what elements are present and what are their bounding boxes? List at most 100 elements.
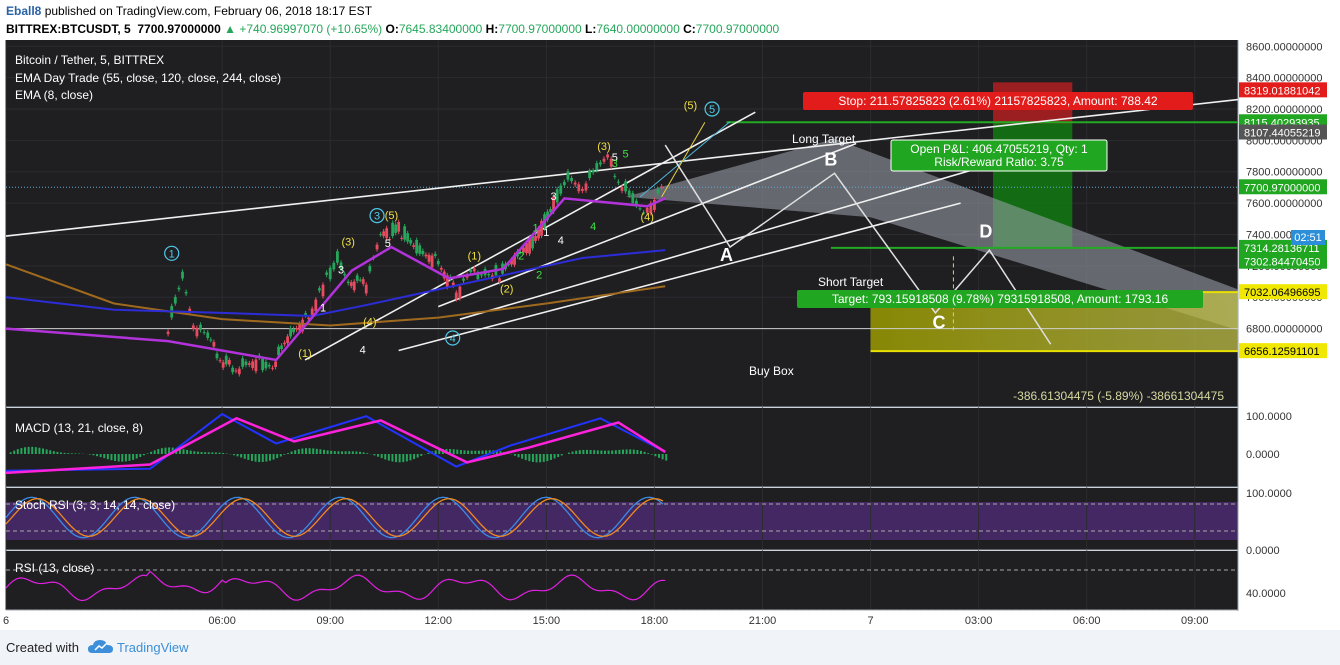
candle-body: [510, 259, 513, 265]
short-target-label: Short Target: [818, 275, 884, 289]
macd-hist-bar: [110, 454, 113, 461]
macd-hist-bar: [611, 450, 614, 454]
macd-hist-bar: [250, 454, 253, 461]
macd-hist-bar: [470, 450, 473, 454]
wave-labels: 1345(1)(3)(4)(5)(1)(2)(3)(4)(5)134531451…: [164, 100, 720, 360]
candle-body: [283, 342, 286, 345]
trend-line: [398, 202, 961, 352]
macd-hist-bar: [391, 454, 394, 462]
candle-body: [656, 189, 660, 194]
candle-body: [522, 247, 525, 253]
candle-body: [355, 275, 359, 281]
macd-hist-bar: [294, 450, 297, 454]
macd-hist-bar: [74, 453, 77, 454]
candle-body: [638, 208, 642, 210]
candle-body: [573, 182, 577, 185]
macd-hist-bar: [63, 452, 66, 454]
price-tick-label: 7800.00000000: [1246, 167, 1322, 179]
wave-label: 4: [558, 235, 564, 247]
candle-body: [184, 291, 188, 294]
macd-hist-bar: [449, 449, 452, 454]
time-tick-label: 18:00: [641, 615, 669, 627]
candle-body: [424, 254, 428, 257]
price-label-bg: [1239, 82, 1327, 98]
macd-hist-bar: [531, 454, 534, 462]
candle-body: [202, 332, 206, 334]
candle-body: [241, 358, 245, 367]
pnl-box-bg: [890, 139, 1108, 172]
candle-body: [645, 207, 649, 213]
wave-label: 5: [385, 238, 391, 250]
candle-body: [336, 251, 339, 263]
macd-hist-bar: [661, 454, 664, 460]
tradingview-cloud-icon: [88, 640, 113, 653]
macd-hist-bar: [395, 454, 398, 463]
abcd-letter-d: D: [979, 222, 992, 242]
time-scale[interactable]: 6 06:00 09:00 12:00 15:00 18:00 21:00 7 03:00 06:…: [0, 611, 1340, 630]
macd-hist-bar: [647, 453, 650, 454]
trend-line: [437, 142, 857, 308]
macd-hist-bar: [413, 454, 416, 460]
price-tick-label: 8400.00000000: [1246, 73, 1322, 85]
candle-body: [349, 282, 353, 286]
price-tick-label: 8600.00000000: [1246, 41, 1322, 53]
rsi-line: [5, 570, 666, 602]
macd-hist-bar: [319, 449, 322, 454]
chart-area[interactable]: A B C D 1 3 4 5 (1) (3) (4) (5) (1) (2) (3) (4) (5) 1 3 4 5…: [0, 40, 1340, 630]
pnl-line2: Risk/Reward Ratio: 3.75: [934, 155, 1064, 169]
up-arrow-icon: ▲: [224, 22, 236, 36]
candle-body: [451, 282, 455, 286]
publish-line: Eball8 published on TradingView.com, Feb…: [6, 4, 372, 18]
macd-hist-bar: [654, 454, 657, 457]
macd-hist-bar: [160, 448, 163, 454]
macd-hist-bar: [268, 454, 271, 461]
pane-tick-label: 40.0000: [1246, 588, 1286, 600]
wave-label: (3): [597, 141, 610, 153]
candle-body: [462, 278, 465, 281]
macd-hist-bar: [560, 454, 563, 456]
candle-body: [304, 313, 307, 316]
price-tick-label: 8200.00000000: [1246, 104, 1322, 116]
price-label: 7314.28136711: [1244, 243, 1320, 255]
macd-hist-bar: [513, 454, 516, 456]
price-label-bg: [1239, 284, 1327, 300]
candle-body: [224, 355, 228, 365]
candle-body: [173, 296, 177, 304]
macd-hist-bar: [463, 450, 466, 454]
macd-hist-bar: [139, 454, 142, 457]
macd-pane: [5, 412, 668, 475]
target-box: Target: 793.15918508 (9.78%) 79315918508…: [832, 292, 1169, 306]
time-tick-label: 21:00: [749, 615, 777, 627]
candle-body: [195, 327, 199, 337]
macd-hist-bar: [265, 454, 268, 462]
macd-hist-bar: [578, 450, 581, 454]
footer-brand-link[interactable]: TradingView: [117, 640, 189, 655]
macd-hist-bar: [92, 454, 95, 456]
macd-hist-bar: [557, 454, 560, 458]
candle-body: [566, 171, 570, 180]
close-label: C:: [683, 22, 696, 36]
author-link[interactable]: Eball8: [6, 4, 42, 18]
macd-hist-bar: [124, 454, 127, 462]
macd-hist-bar: [373, 454, 376, 456]
candle-body: [314, 299, 318, 312]
macd-hist-bar: [283, 454, 286, 455]
macd-hist-bar: [16, 449, 19, 454]
wave-label: 3: [550, 191, 556, 203]
candle-body: [531, 235, 534, 249]
candle-body: [577, 184, 581, 192]
price-change: +740.96997070 (+10.65%): [239, 22, 383, 36]
projection-line: [661, 122, 706, 198]
candle-body: [519, 251, 522, 253]
macd-hist-bar: [629, 449, 632, 454]
candle-body: [397, 221, 401, 232]
wave-label: 5: [623, 149, 629, 161]
macd-hist-bar: [341, 451, 344, 454]
candle-body: [261, 358, 264, 371]
macd-hist-bar: [42, 448, 45, 454]
time-badge-bg: [1291, 230, 1325, 245]
macd-hist-bar: [427, 452, 430, 454]
candle-body: [642, 212, 646, 214]
price-label-bg: [1239, 124, 1327, 140]
stoch-pane: [5, 496, 1238, 539]
